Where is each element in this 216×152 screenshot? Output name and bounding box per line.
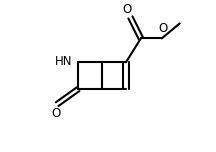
Text: O: O bbox=[122, 3, 131, 16]
Text: HN: HN bbox=[55, 55, 73, 68]
Text: O: O bbox=[51, 107, 60, 120]
Text: O: O bbox=[158, 22, 167, 35]
